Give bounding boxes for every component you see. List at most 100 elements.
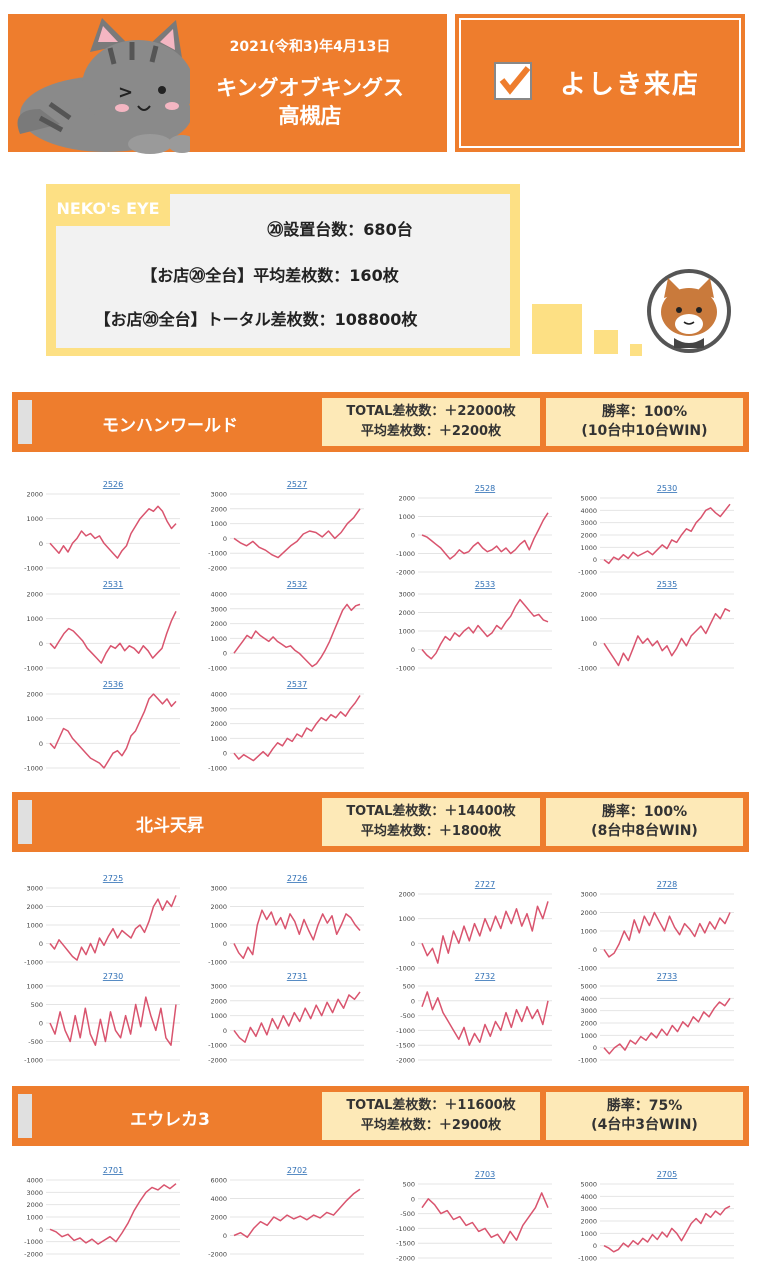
y-tick-label: 3000 — [398, 591, 415, 599]
y-tick-label: 4000 — [26, 1177, 43, 1185]
y-tick-label: 3000 — [210, 491, 227, 499]
chart-title[interactable]: 2537 — [287, 680, 307, 689]
y-tick-label: 4000 — [210, 1195, 227, 1203]
y-tick-label: 3000 — [580, 1007, 597, 1015]
chart-title[interactable]: 2730 — [103, 972, 123, 981]
y-tick-label: 2000 — [580, 532, 597, 540]
chart-title[interactable]: 2701 — [103, 1166, 123, 1175]
chart-title[interactable]: 2535 — [657, 580, 677, 589]
y-tick-label: 0 — [593, 946, 597, 954]
y-tick-label: 0 — [593, 1044, 597, 1052]
section-total: TOTAL差枚数：＋22000枚 — [346, 404, 516, 419]
check-icon — [494, 62, 532, 100]
section-winsub: (8台中8台WIN) — [591, 823, 698, 839]
y-tick-label: -1000 — [208, 1042, 227, 1050]
section-total: TOTAL差枚数：＋11600枚 — [346, 1098, 516, 1113]
y-tick-label: 1000 — [580, 615, 597, 623]
y-tick-label: -500 — [400, 1210, 415, 1218]
section-stripe — [18, 800, 32, 844]
slump-line — [49, 895, 177, 961]
y-tick-label: -1000 — [396, 965, 415, 973]
chart-title[interactable]: 2528 — [475, 484, 495, 493]
slump-line — [49, 1183, 177, 1245]
y-tick-label: 0 — [593, 640, 597, 648]
slump-chart-2705: 2705 -1000 0 1000 2000 3000 4000 5000 — [578, 1170, 734, 1263]
y-tick-label: 0 — [39, 740, 43, 748]
y-tick-label: 1000 — [398, 915, 415, 923]
chart-title[interactable]: 2532 — [287, 580, 307, 589]
y-tick-label: -500 — [400, 1012, 415, 1020]
chart-title[interactable]: 2733 — [657, 972, 677, 981]
chart-title[interactable]: 2530 — [657, 484, 677, 493]
y-tick-label: -1000 — [24, 765, 43, 773]
chart-title[interactable]: 2533 — [475, 580, 495, 589]
section-winrate-box: 勝率：100% (8台中8台WIN) — [546, 798, 743, 846]
y-tick-label: -1000 — [396, 550, 415, 558]
date-label: 2021(令和3)年4月13日 — [229, 39, 391, 55]
section-title: モンハンワールド — [102, 416, 238, 436]
deco-square — [532, 304, 582, 354]
chart-title[interactable]: 2705 — [657, 1170, 677, 1179]
section-stripe — [18, 400, 32, 444]
chart-title[interactable]: 2703 — [475, 1170, 495, 1179]
y-tick-label: 0 — [39, 1226, 43, 1234]
y-tick-label: -1000 — [208, 550, 227, 558]
y-tick-label: 2000 — [26, 491, 43, 499]
y-tick-label: 4000 — [210, 691, 227, 699]
neko-eye-tag: NEKO's EYE — [46, 192, 170, 226]
slump-line — [49, 996, 177, 1046]
y-tick-label: 2000 — [26, 1201, 43, 1209]
y-tick-label: -2000 — [24, 1251, 43, 1259]
y-tick-label: -1000 — [208, 665, 227, 673]
slump-line — [421, 598, 549, 660]
slump-chart-2536: 2536 -1000 0 1000 2000 — [24, 680, 180, 773]
chart-title[interactable]: 2726 — [287, 874, 307, 883]
chart-title[interactable]: 2527 — [287, 480, 307, 489]
y-tick-label: -1500 — [396, 1240, 415, 1248]
y-tick-label: 2000 — [210, 720, 227, 728]
section-total: TOTAL差枚数：＋14400枚 — [346, 804, 516, 819]
chart-title[interactable]: 2731 — [287, 972, 307, 981]
chart-title[interactable]: 2526 — [103, 480, 123, 489]
slump-chart-2526: 2526 -1000 0 1000 2000 — [24, 480, 180, 573]
slump-line — [233, 508, 361, 559]
y-tick-label: 0 — [223, 650, 227, 658]
slump-chart-2530: 2530 -1000 0 1000 2000 3000 4000 5000 — [578, 484, 734, 577]
slump-line — [603, 911, 731, 958]
y-tick-label: 1000 — [210, 922, 227, 930]
y-tick-label: 2000 — [210, 903, 227, 911]
slump-line — [421, 901, 549, 964]
y-tick-label: 3000 — [580, 519, 597, 527]
y-tick-label: 1000 — [580, 1230, 597, 1238]
y-tick-label: 3000 — [210, 605, 227, 613]
chart-title[interactable]: 2531 — [103, 580, 123, 589]
slump-line — [603, 1205, 731, 1253]
y-tick-label: 0 — [411, 997, 415, 1005]
chart-title[interactable]: 2702 — [287, 1166, 307, 1175]
store-name-line1: キングオブキングス — [216, 76, 404, 100]
slump-line — [49, 610, 177, 664]
y-tick-label: 0 — [223, 1232, 227, 1240]
slump-line — [233, 695, 361, 762]
chart-title[interactable]: 2728 — [657, 880, 677, 889]
slump-chart-2730: 2730 -1000 -500 0 500 1000 — [24, 972, 180, 1065]
y-tick-label: 2000 — [210, 1214, 227, 1222]
slump-line — [233, 603, 361, 668]
chart-title[interactable]: 2536 — [103, 680, 123, 689]
chart-title[interactable]: 2727 — [475, 880, 495, 889]
chart-title[interactable]: 2732 — [475, 972, 495, 981]
visit-label: よしき来店 — [560, 70, 701, 100]
y-tick-label: 4000 — [580, 1193, 597, 1201]
section-winrate: 勝率：100% — [601, 404, 688, 420]
slump-line — [233, 909, 361, 960]
y-tick-label: 0 — [223, 1027, 227, 1035]
section-winsub: (4台中3台WIN) — [591, 1117, 698, 1133]
section-avg: 平均差枚数：＋2200枚 — [360, 424, 502, 439]
y-tick-label: 0 — [411, 940, 415, 948]
y-tick-label: 1000 — [210, 635, 227, 643]
y-tick-label: 2000 — [26, 591, 43, 599]
chart-title[interactable]: 2725 — [103, 874, 123, 883]
slump-line — [49, 693, 177, 769]
slump-chart-2732: 2732 -2000 -1500 -1000 -500 0 500 — [396, 972, 552, 1065]
slump-line — [233, 1188, 361, 1239]
